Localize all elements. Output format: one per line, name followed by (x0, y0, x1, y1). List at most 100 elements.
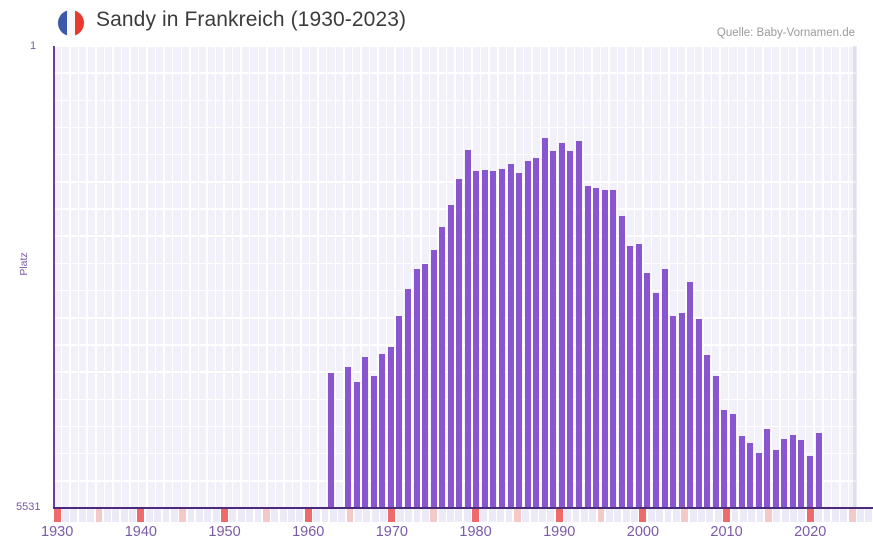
bar[interactable] (456, 178, 463, 508)
tick-separator (679, 509, 682, 522)
tick-separator (202, 509, 205, 522)
bar[interactable] (610, 190, 617, 508)
bar[interactable] (387, 346, 394, 508)
bar[interactable] (644, 273, 651, 508)
tick-separator (704, 509, 707, 522)
bar[interactable] (370, 376, 377, 508)
grid-line-vertical (231, 46, 234, 508)
tick-cell (822, 509, 832, 522)
tick-minor (764, 509, 773, 522)
bar[interactable] (362, 356, 369, 508)
bar[interactable] (764, 429, 771, 508)
bar[interactable] (353, 381, 360, 508)
bar[interactable] (396, 316, 403, 508)
grid-line-vertical (813, 46, 815, 508)
tick-separator (822, 509, 824, 522)
grid-line-vertical (633, 46, 636, 508)
bar[interactable] (533, 157, 540, 508)
grid-line-horizontal (53, 99, 857, 102)
bar[interactable] (755, 452, 762, 508)
bar[interactable] (687, 282, 694, 508)
tick-separator (863, 509, 866, 522)
tick-separator (437, 509, 439, 522)
bar[interactable] (729, 414, 736, 508)
tick-separator (796, 509, 799, 522)
bar[interactable] (430, 249, 437, 508)
bar[interactable] (678, 313, 685, 508)
tick-cell (128, 509, 137, 522)
bar[interactable] (413, 269, 420, 508)
tick-separator (102, 509, 104, 522)
tick-cell (153, 509, 162, 522)
bar[interactable] (738, 436, 745, 508)
bar[interactable] (618, 216, 625, 508)
bar[interactable] (490, 171, 497, 508)
bar[interactable] (507, 163, 514, 508)
tick-cell (161, 509, 171, 522)
tick-separator (487, 509, 489, 522)
tick-separator (495, 509, 498, 522)
bar[interactable] (789, 435, 796, 508)
tick-cell (864, 509, 873, 522)
grid-line-vertical (804, 46, 807, 508)
grid-line-vertical (95, 46, 97, 508)
bar[interactable] (721, 410, 728, 508)
bar[interactable] (781, 438, 788, 508)
tick-cell (613, 509, 622, 522)
tick-separator (110, 509, 113, 522)
bar[interactable] (516, 173, 523, 508)
bar[interactable] (576, 141, 582, 508)
bar[interactable] (447, 204, 454, 508)
bar[interactable] (661, 269, 668, 508)
tick-separator (169, 509, 171, 522)
bar[interactable] (473, 171, 480, 508)
tick-cell (479, 509, 489, 522)
grid-line-vertical (573, 46, 576, 508)
bar[interactable] (815, 433, 822, 508)
bar[interactable] (772, 449, 779, 508)
grid-line-vertical (719, 46, 721, 508)
bar[interactable] (541, 137, 548, 508)
bar[interactable] (798, 440, 805, 508)
bar[interactable] (481, 170, 488, 508)
tick-separator (721, 509, 724, 522)
bar[interactable] (635, 244, 642, 508)
bar[interactable] (422, 264, 429, 508)
bar[interactable] (806, 456, 813, 508)
bar[interactable] (670, 315, 677, 508)
bar[interactable] (653, 293, 659, 508)
tick-separator (571, 509, 573, 522)
bar[interactable] (524, 161, 531, 508)
grid-line-vertical (77, 46, 80, 508)
grid-line-horizontal (53, 452, 857, 455)
tick-major (471, 509, 480, 522)
tick-separator (353, 509, 355, 522)
tick-separator (127, 509, 130, 522)
tick-minor (429, 509, 438, 522)
bar[interactable] (499, 168, 506, 508)
bar[interactable] (345, 367, 352, 508)
bar[interactable] (327, 372, 334, 508)
bar[interactable] (379, 353, 386, 508)
tick-cell (839, 509, 848, 522)
grid-line-vertical (291, 46, 294, 508)
bar[interactable] (601, 190, 608, 508)
grid-line-vertical (471, 46, 473, 508)
bar[interactable] (439, 227, 446, 508)
bar[interactable] (593, 188, 600, 508)
bar[interactable] (584, 185, 591, 508)
tick-cell (119, 509, 129, 522)
bar[interactable] (627, 245, 634, 508)
bar[interactable] (550, 151, 557, 508)
bar[interactable] (567, 151, 574, 508)
tick-separator (713, 509, 715, 522)
bar[interactable] (464, 150, 471, 508)
bar[interactable] (747, 442, 754, 508)
bar[interactable] (704, 355, 711, 508)
tick-separator (244, 509, 247, 522)
bar[interactable] (695, 319, 702, 508)
bar[interactable] (558, 142, 565, 508)
tick-separator (278, 509, 280, 522)
bar[interactable] (712, 376, 719, 508)
bar[interactable] (404, 288, 411, 508)
